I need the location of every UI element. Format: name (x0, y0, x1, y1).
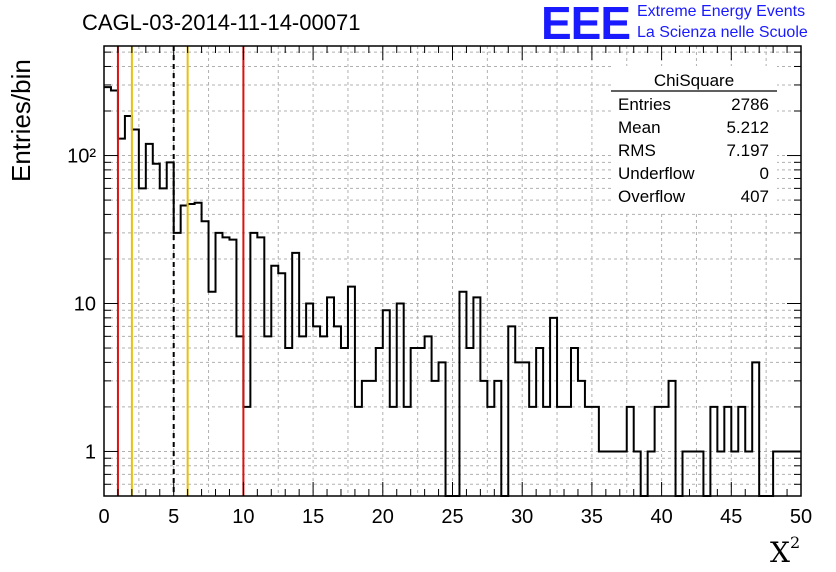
stats-row-value: 407 (741, 187, 769, 206)
stats-row-label: Mean (618, 118, 661, 137)
x-tick-label: 45 (720, 506, 742, 528)
y-tick-label: 10 (74, 294, 96, 316)
stats-row-value: 0 (760, 164, 769, 183)
x-tick-label: 0 (98, 506, 109, 528)
stats-row-value: 2786 (731, 95, 769, 114)
histogram-series (104, 86, 801, 497)
logo-line-1: Extreme Energy Events (637, 3, 806, 20)
x-tick-label: 40 (650, 506, 672, 528)
chart-title: CAGL-03-2014-11-14-00071 (82, 10, 361, 35)
x-tick-label: 15 (302, 506, 324, 528)
x-tick-label: 50 (790, 506, 812, 528)
x-tick-label: 10 (232, 506, 254, 528)
stats-box-title: ChiSquare (654, 71, 734, 90)
x-axis-label-sup: 2 (789, 532, 801, 552)
stats-row-label: RMS (618, 141, 656, 160)
y-tick-label: 10² (67, 146, 96, 168)
x-tick-label: 35 (581, 506, 603, 528)
stats-row-value: 7.197 (726, 141, 769, 160)
stats-row-value: 5.212 (726, 118, 769, 137)
stats-row-label: Underflow (618, 164, 695, 183)
x-tick-label: 30 (511, 506, 533, 528)
y-axis-label: Entries/bin (6, 59, 36, 182)
x-axis-label: X2 (770, 532, 801, 569)
y-tick-label: 1 (85, 441, 96, 463)
stats-row-label: Entries (618, 95, 671, 114)
stats-row-label: Overflow (618, 187, 686, 206)
x-tick-label: 5 (168, 506, 179, 528)
stats-box (611, 66, 777, 212)
x-tick-label: 25 (441, 506, 463, 528)
x-tick-label: 20 (372, 506, 394, 528)
x-axis-label-base: X (770, 536, 790, 569)
logo-line-2: La Scienza nelle Scuole (637, 24, 808, 41)
eee-logo: EEE (541, 0, 631, 49)
